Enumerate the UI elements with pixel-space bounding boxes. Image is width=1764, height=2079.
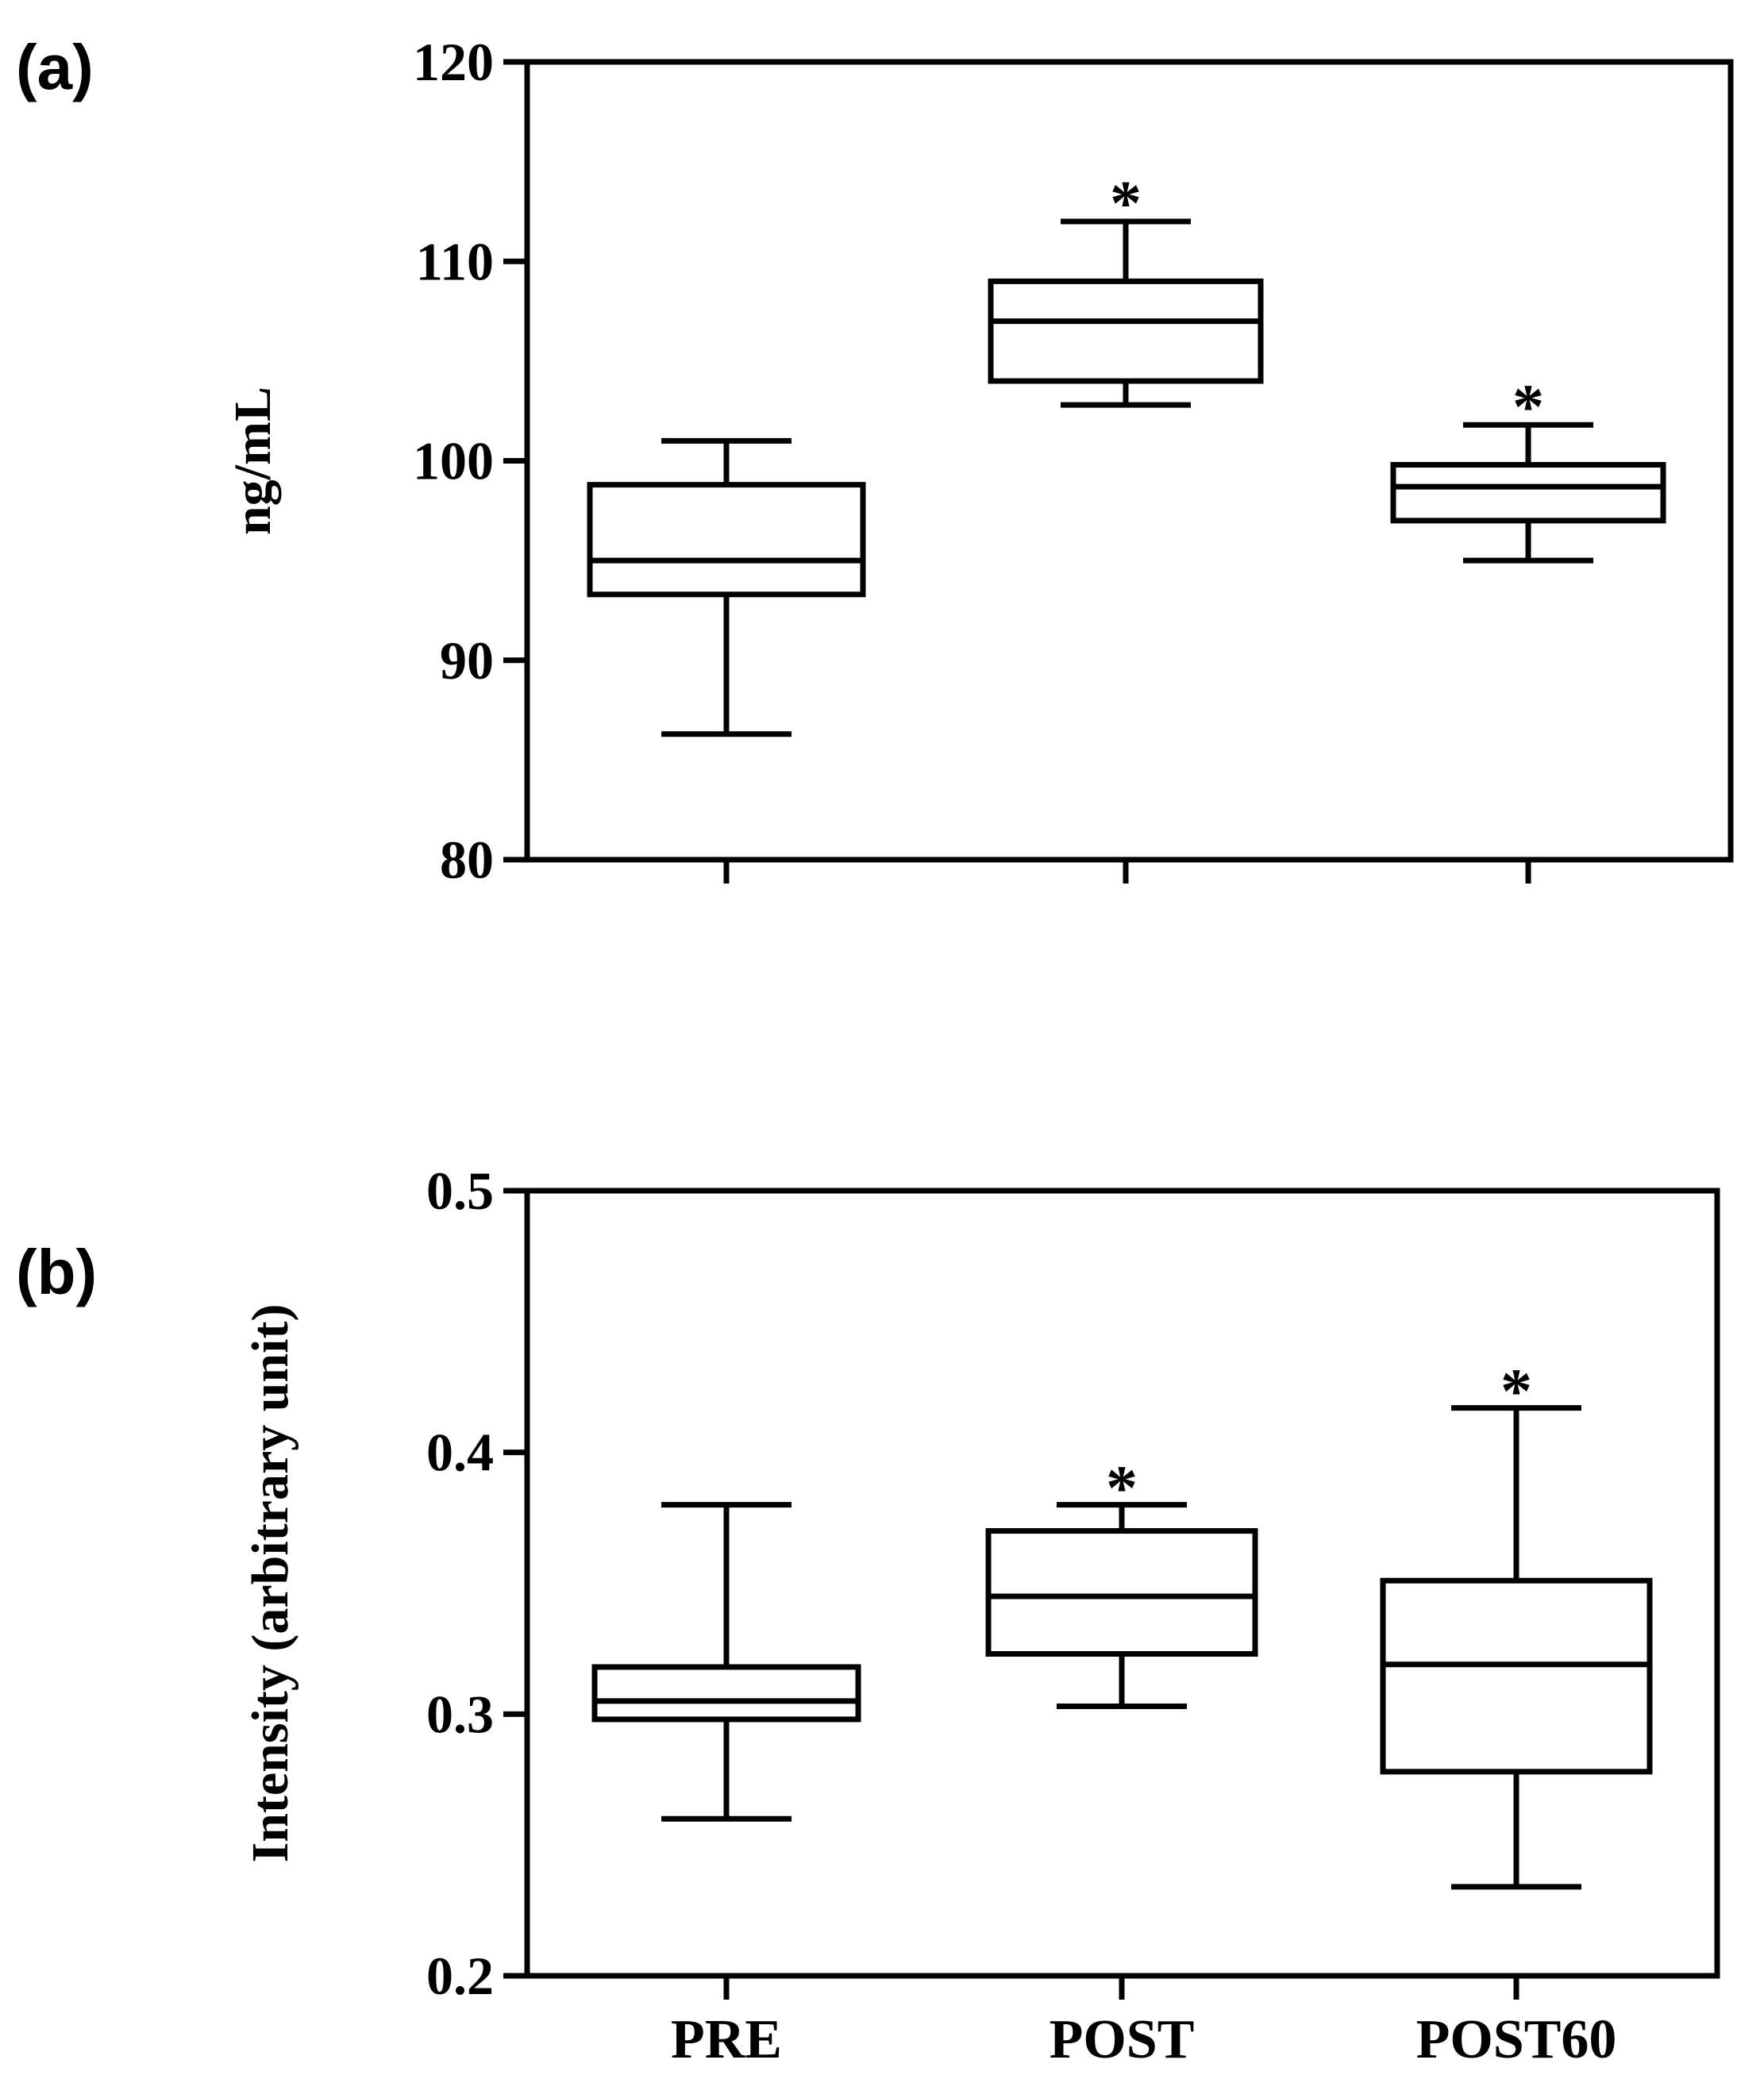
y-tick-label: 0.4: [426, 1423, 494, 1483]
significance-marker: *: [1512, 372, 1544, 442]
panel-a: (a) 80 90 100 110 120 ng/mL * *: [16, 32, 1734, 890]
y-tick-label: 100: [413, 431, 494, 491]
x-tick-label: POST60: [1416, 2009, 1617, 2070]
y-tick-label: 80: [440, 830, 494, 890]
panel-b: (b) 0.2 0.3 0.4 0.5 Intensity (arbitrary unit…: [16, 1161, 1720, 2070]
box-iqr: [985, 1528, 1258, 1657]
box-iqr: [1390, 462, 1666, 524]
box-iqr: [591, 1664, 861, 1723]
x-tick-label: POST: [1050, 2009, 1195, 2070]
y-axis-title: Intensity (arbitrary unit): [241, 1304, 299, 1863]
significance-marker: *: [1500, 1357, 1532, 1427]
y-tick-label: 90: [440, 630, 494, 691]
significance-marker: *: [1110, 169, 1142, 239]
y-tick-label: 0.3: [426, 1684, 494, 1744]
y-tick-label: 110: [416, 231, 494, 291]
box-iqr: [988, 278, 1264, 384]
box-iqr: [1380, 1577, 1653, 1775]
y-tick-label: 0.5: [426, 1161, 494, 1221]
significance-marker: *: [1106, 1454, 1138, 1524]
panel-label: (b): [16, 1237, 97, 1307]
y-tick-label: 0.2: [426, 1946, 494, 2006]
y-tick-label: 120: [413, 32, 494, 92]
y-axis-title: ng/mL: [224, 387, 282, 535]
box-iqr: [587, 482, 866, 598]
x-tick-label: PRE: [671, 2009, 782, 2070]
panel-label: (a): [16, 32, 94, 102]
